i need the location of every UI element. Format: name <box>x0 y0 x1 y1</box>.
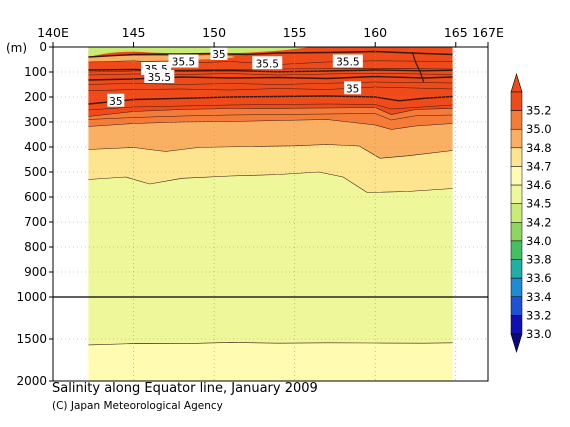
colorbar-swatch <box>510 296 523 316</box>
contour-thin-5 <box>88 113 453 121</box>
contour-thin-3 <box>88 86 453 92</box>
y-tick-label: 1500 <box>16 332 47 346</box>
svg-text:35.5: 35.5 <box>172 57 195 69</box>
colorbar-swatch <box>510 240 523 260</box>
colorbar-top-arrow <box>510 72 523 93</box>
contour-b34_6 <box>88 171 453 193</box>
svg-text:35: 35 <box>346 83 359 95</box>
colorbar-swatch <box>510 147 523 167</box>
y-tick-label: 900 <box>24 265 47 279</box>
svg-text:35: 35 <box>212 49 225 61</box>
x-tick-label: 155 <box>283 25 307 40</box>
x-tick-label: 145 <box>122 25 146 40</box>
x-tick-label: 167E <box>472 25 504 40</box>
colorbar-label: 33.6 <box>526 271 552 285</box>
colorbar-label: 33.2 <box>526 308 552 322</box>
colorbar-label: 34.0 <box>526 234 552 248</box>
y-tick-label: 400 <box>24 140 47 154</box>
colorbar-label: 34.6 <box>526 178 552 192</box>
contour-b34_8 <box>88 119 453 130</box>
contour-35-bottom <box>88 95 453 105</box>
colorbar-label: 34.5 <box>526 197 552 211</box>
y-tick-label: 800 <box>24 240 47 254</box>
colorbar-label: 35.0 <box>526 122 552 136</box>
colorbar-swatch <box>510 277 523 298</box>
y-tick-label: 0 <box>39 40 47 54</box>
contour-label: 35.5 <box>144 70 175 84</box>
x-tick-label: 150 <box>202 25 226 40</box>
contour-label: 35 <box>344 81 362 95</box>
contour-label: 35.5 <box>168 54 199 69</box>
colorbar-swatch <box>510 128 523 149</box>
y-tick-label: 100 <box>24 65 47 79</box>
contour-b34_7 <box>88 144 453 159</box>
y-tick-label: 300 <box>24 115 47 129</box>
plot-frame <box>52 46 489 382</box>
colorbar-swatch <box>510 91 523 111</box>
svg-text:35.5: 35.5 <box>336 57 359 69</box>
colorbar-label: 34.7 <box>526 159 552 173</box>
y-tick-label: 700 <box>24 215 47 229</box>
contour-35-top <box>88 50 453 58</box>
colorbar-swatch <box>510 184 523 204</box>
contour-b35_0 <box>88 107 453 117</box>
contour-label: 35 <box>210 47 228 61</box>
copyright-credit: (C) Japan Meteorological Agency <box>52 400 223 412</box>
y-tick-label: 1000 <box>16 290 47 304</box>
y-tick-label: 500 <box>24 165 47 179</box>
x-tick-label: 140E <box>37 25 69 40</box>
band-34-8-to-35-0 <box>88 107 453 130</box>
colorbar-swatch <box>510 259 523 279</box>
y-tick-label: 600 <box>24 190 47 204</box>
colorbar-label: 34.2 <box>526 215 552 229</box>
colorbar-label: 33.4 <box>526 290 552 304</box>
x-tick-label: 165 <box>444 25 468 40</box>
colorbar-swatch <box>510 110 523 130</box>
contour-side-35-5 <box>411 51 425 83</box>
band-34-7-to-34-8 <box>88 119 453 159</box>
surface-low-salinity-patch <box>88 47 311 57</box>
colorbar-swatch <box>510 315 523 335</box>
band-below-34-5 <box>88 342 453 381</box>
colorbar-label: 33.8 <box>526 253 552 267</box>
contour-label: 35.5 <box>332 54 363 69</box>
colorbar-label: 33.0 <box>526 327 552 341</box>
colorbar-label: 34.8 <box>526 141 552 155</box>
svg-text:35: 35 <box>109 96 122 108</box>
chart-title: Salinity along Equator line, January 200… <box>52 381 318 396</box>
y-tick-label: 2000 <box>16 374 47 388</box>
contour-label: 35.5 <box>252 56 283 70</box>
band-34-6-to-34-7 <box>88 144 453 193</box>
colorbar-swatch <box>510 222 523 242</box>
colorbar-swatch <box>510 166 523 186</box>
contour-label: 35 <box>107 93 125 108</box>
contour-thin-2 <box>88 81 453 85</box>
svg-text:35.5: 35.5 <box>148 72 171 84</box>
contour-thin-4 <box>88 103 453 111</box>
x-tick-label: 160 <box>363 25 387 40</box>
y-tick-label: 200 <box>24 90 47 104</box>
contour-b34_5 <box>88 342 453 346</box>
band-34-5-to-34-6 <box>88 172 453 345</box>
colorbar-label: 35.2 <box>526 104 552 118</box>
colorbar-swatch <box>510 203 523 223</box>
colorbar-bottom-arrow <box>510 333 523 354</box>
y-axis-unit: (m) <box>6 41 27 55</box>
colorbar <box>510 72 523 354</box>
svg-text:35.5: 35.5 <box>256 58 279 70</box>
